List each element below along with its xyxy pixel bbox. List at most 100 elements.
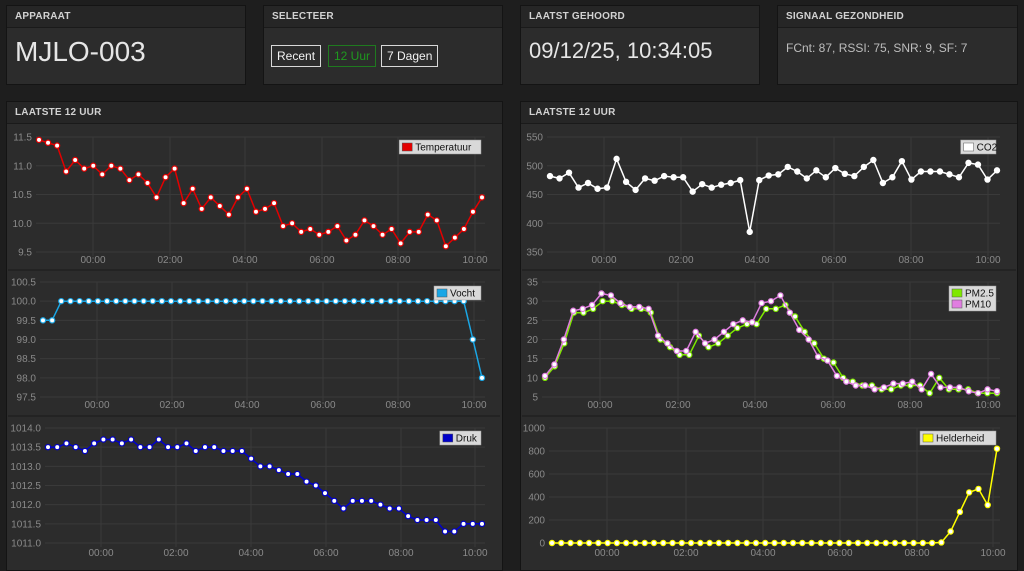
- data-point: [888, 386, 895, 393]
- legend-label: PM10: [965, 300, 992, 311]
- data-point: [183, 440, 190, 447]
- data-point: [910, 539, 917, 547]
- data-point: [814, 353, 822, 360]
- data-point: [195, 297, 202, 305]
- legend-box: [398, 139, 482, 155]
- data-point: [127, 436, 135, 443]
- data-point: [397, 240, 404, 247]
- data-point: [39, 317, 47, 324]
- y-tick-label: 98.5: [17, 354, 37, 365]
- data-point: [220, 447, 227, 455]
- data-point: [993, 445, 1001, 452]
- data-point: [570, 307, 577, 314]
- data-point: [841, 170, 849, 177]
- data-point: [231, 297, 239, 305]
- data-point: [109, 436, 116, 443]
- data-point: [81, 165, 88, 172]
- data-point: [546, 172, 554, 180]
- data-point: [805, 336, 812, 343]
- data-point: [94, 297, 102, 305]
- data-point: [743, 539, 750, 547]
- 12-uur-button[interactable]: 12 Uur: [328, 45, 377, 67]
- data-point: [993, 167, 1001, 174]
- data-point: [122, 297, 129, 305]
- x-tick-label: 00:00: [88, 548, 113, 559]
- data-point: [359, 297, 367, 305]
- data-point: [775, 171, 782, 178]
- legend-label: Druk: [456, 434, 478, 445]
- data-point: [965, 159, 972, 167]
- y-tick-label: 350: [526, 248, 543, 259]
- signaal-label: SIGNAAL GEZONDHEID: [778, 6, 1017, 28]
- recent-button[interactable]: Recent: [271, 45, 322, 67]
- x-tick-label: 06:00: [309, 255, 334, 266]
- data-point: [433, 217, 440, 224]
- data-point: [76, 297, 83, 305]
- y-tick-label: 200: [528, 516, 545, 527]
- x-tick-label: 02:00: [163, 548, 188, 559]
- data-point: [650, 539, 658, 547]
- data-point: [423, 516, 430, 524]
- data-point: [756, 176, 763, 184]
- data-point: [560, 336, 568, 343]
- data-point: [406, 228, 413, 236]
- data-point: [956, 384, 963, 391]
- data-point: [786, 309, 794, 316]
- y-tick-label: 0: [539, 539, 545, 550]
- y-tick-label: 1013.0: [10, 462, 41, 473]
- data-point: [984, 386, 991, 393]
- data-point: [565, 169, 573, 176]
- data-point: [724, 332, 731, 339]
- data-point: [548, 539, 556, 547]
- data-point: [641, 539, 648, 547]
- data-point: [817, 539, 825, 547]
- data-point: [679, 174, 687, 181]
- data-point: [155, 436, 163, 443]
- left-charts-title: LAATSTE 12 UUR: [7, 102, 502, 124]
- 7-dagen-button[interactable]: 7 Dagen: [381, 45, 439, 67]
- data-point: [708, 184, 715, 191]
- selecteer-panel: SELECTEER Recent 12 Uur 7 Dagen: [263, 5, 503, 85]
- selecteer-label: SELECTEER: [264, 6, 502, 28]
- data-point: [112, 297, 120, 305]
- data-point: [871, 386, 878, 393]
- data-point: [174, 443, 181, 451]
- data-point: [762, 539, 769, 547]
- legend-swatch: [401, 142, 413, 152]
- data-point: [607, 292, 615, 299]
- data-point: [909, 378, 916, 385]
- data-point: [585, 539, 593, 547]
- x-tick-label: 04:00: [750, 548, 775, 559]
- data-point: [689, 188, 696, 195]
- data-point: [734, 324, 741, 332]
- y-tick-label: 15: [527, 354, 539, 365]
- data-point: [305, 297, 312, 305]
- data-point: [303, 478, 310, 485]
- data-point: [286, 297, 294, 305]
- data-point: [63, 440, 70, 447]
- data-point: [651, 177, 658, 184]
- data-point: [772, 305, 780, 313]
- data-point: [126, 176, 133, 184]
- data-point: [832, 164, 839, 172]
- x-tick-label: 06:00: [310, 400, 335, 411]
- data-point: [660, 539, 667, 547]
- data-point: [669, 539, 676, 547]
- data-point: [469, 336, 477, 343]
- series-line: [552, 448, 998, 544]
- x-tick-label: 10:00: [980, 548, 1005, 559]
- data-point: [908, 176, 915, 183]
- data-point: [118, 440, 126, 447]
- data-point: [734, 539, 741, 547]
- data-point: [880, 384, 888, 391]
- data-point: [955, 174, 963, 181]
- x-tick-label: 04:00: [234, 400, 259, 411]
- data-point: [108, 162, 115, 169]
- data-point: [131, 297, 138, 305]
- data-point: [332, 297, 339, 305]
- data-point: [683, 347, 690, 355]
- x-tick-label: 02:00: [157, 255, 182, 266]
- y-tick-label: 30: [527, 297, 539, 308]
- data-point: [864, 539, 871, 547]
- data-point: [609, 297, 616, 305]
